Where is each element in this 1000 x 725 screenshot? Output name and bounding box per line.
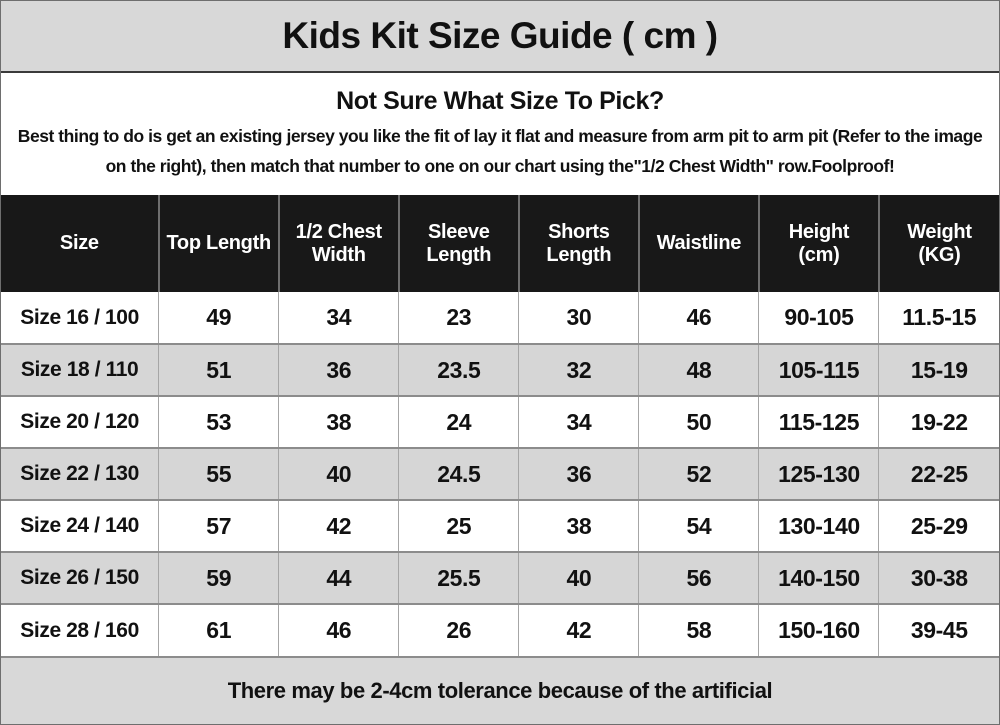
- column-header-half-chest-width: 1/2 Chest Width: [277, 195, 399, 292]
- column-header-waistline: Waistline: [637, 195, 759, 292]
- table-cell: 51: [158, 343, 279, 396]
- table-cell: 39-45: [878, 603, 999, 656]
- table-cell: 23.5: [398, 343, 519, 396]
- size-table: Size Top Length 1/2 Chest Width Sleeve L…: [1, 195, 999, 656]
- table-cell: 140-150: [758, 551, 879, 604]
- table-cell: 46: [278, 603, 399, 656]
- tolerance-note-bar: There may be 2-4cm tolerance because of …: [1, 656, 999, 724]
- column-header-sleeve-length: Sleeve Length: [397, 195, 519, 292]
- table-row: Size 28 / 160 61 46 26 42 58 150-160 39-…: [1, 603, 999, 656]
- table-cell: 59: [158, 551, 279, 604]
- table-cell: 22-25: [878, 447, 999, 500]
- table-cell: 56: [638, 551, 759, 604]
- table-cell: 54: [638, 499, 759, 552]
- table-cell: 34: [518, 395, 639, 448]
- table-cell: 55: [158, 447, 279, 500]
- table-cell: 42: [518, 603, 639, 656]
- table-cell: 115-125: [758, 395, 879, 448]
- table-cell: 50: [638, 395, 759, 448]
- table-cell: 53: [158, 395, 279, 448]
- table-cell: 58: [638, 603, 759, 656]
- table-cell: 61: [158, 603, 279, 656]
- table-cell: 36: [278, 343, 399, 396]
- table-cell: 130-140: [758, 499, 879, 552]
- intro-body: Best thing to do is get an existing jers…: [17, 126, 983, 176]
- table-row: Size 24 / 140 57 42 25 38 54 130-140 25-…: [1, 499, 999, 552]
- table-cell: 46: [638, 292, 759, 344]
- table-cell: 15-19: [878, 343, 999, 396]
- column-header-height: Height (cm): [757, 195, 879, 292]
- size-label-cell: Size 26 / 150: [1, 551, 159, 604]
- tolerance-note: There may be 2-4cm tolerance because of …: [227, 678, 773, 703]
- table-cell: 42: [278, 499, 399, 552]
- table-cell: 24.5: [398, 447, 519, 500]
- size-label-cell: Size 28 / 160: [1, 603, 159, 656]
- table-cell: 25: [398, 499, 519, 552]
- table-cell: 24: [398, 395, 519, 448]
- table-cell: 90-105: [758, 292, 879, 344]
- table-row: Size 18 / 110 51 36 23.5 32 48 105-115 1…: [1, 343, 999, 396]
- intro-heading: Not Sure What Size To Pick?: [336, 87, 664, 116]
- column-header-shorts-length: Shorts Length: [517, 195, 639, 292]
- table-cell: 150-160: [758, 603, 879, 656]
- intro-section: Not Sure What Size To Pick? Best thing t…: [1, 73, 999, 195]
- table-row: Size 20 / 120 53 38 24 34 50 115-125 19-…: [1, 395, 999, 448]
- table-header-row: Size Top Length 1/2 Chest Width Sleeve L…: [1, 195, 999, 292]
- title-bar: Kids Kit Size Guide ( cm ): [1, 1, 999, 73]
- size-label-cell: Size 22 / 130: [1, 447, 159, 500]
- table-cell: 40: [518, 551, 639, 604]
- table-row: Size 22 / 130 55 40 24.5 36 52 125-130 2…: [1, 447, 999, 500]
- page-title: Kids Kit Size Guide ( cm ): [282, 15, 718, 56]
- column-header-weight: Weight (KG): [877, 195, 999, 292]
- column-header-top-length: Top Length: [157, 195, 279, 292]
- table-cell: 40: [278, 447, 399, 500]
- table-cell: 19-22: [878, 395, 999, 448]
- table-row: Size 26 / 150 59 44 25.5 40 56 140-150 3…: [1, 551, 999, 604]
- table-cell: 44: [278, 551, 399, 604]
- table-cell: 30: [518, 292, 639, 344]
- table-cell: 23: [398, 292, 519, 344]
- table-cell: 49: [158, 292, 279, 344]
- table-cell: 125-130: [758, 447, 879, 500]
- size-label-cell: Size 18 / 110: [1, 343, 159, 396]
- table-cell: 11.5-15: [878, 292, 999, 344]
- table-cell: 25-29: [878, 499, 999, 552]
- size-label-cell: Size 24 / 140: [1, 499, 159, 552]
- table-cell: 57: [158, 499, 279, 552]
- table-cell: 36: [518, 447, 639, 500]
- table-cell: 25.5: [398, 551, 519, 604]
- table-cell: 26: [398, 603, 519, 656]
- column-header-size: Size: [1, 195, 159, 292]
- table-cell: 38: [518, 499, 639, 552]
- table-cell: 52: [638, 447, 759, 500]
- table-cell: 30-38: [878, 551, 999, 604]
- table-cell: 32: [518, 343, 639, 396]
- size-label-cell: Size 20 / 120: [1, 395, 159, 448]
- size-label-cell: Size 16 / 100: [1, 292, 159, 344]
- table-row: Size 16 / 100 49 34 23 30 46 90-105 11.5…: [1, 292, 999, 344]
- table-cell: 38: [278, 395, 399, 448]
- table-cell: 34: [278, 292, 399, 344]
- table-cell: 48: [638, 343, 759, 396]
- table-cell: 105-115: [758, 343, 879, 396]
